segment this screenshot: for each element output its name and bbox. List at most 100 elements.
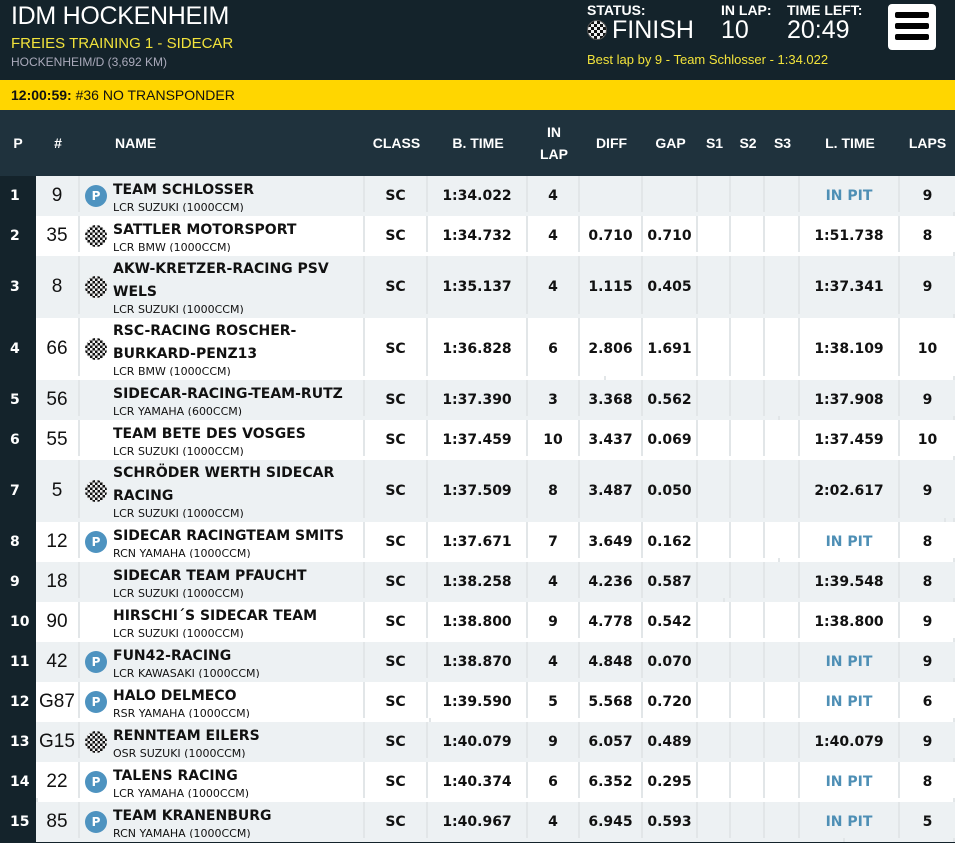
name-cell: SIDECAR-RACING-TEAM-RUTZ LCR YAMAHA (600C… <box>80 380 365 420</box>
name-cell: P TEAM KRANENBURG RCN YAMAHA (1000CCM) <box>80 802 365 842</box>
col-header-s2[interactable]: S2 <box>739 135 757 151</box>
col-header-best-time[interactable]: B. TIME <box>452 135 504 151</box>
progress-bar <box>36 376 606 380</box>
class: SC <box>365 380 428 420</box>
progress-bar <box>36 456 955 460</box>
track-info: HOCKENHEIM/D (3,692 KM) <box>11 55 168 69</box>
s1 <box>698 256 731 318</box>
s2 <box>731 460 765 522</box>
table-row[interactable]: 11 42 P FUN42-RACING LCR KAWASAKI (1000CCM) S… <box>0 642 955 682</box>
team-name: SATTLER MOTORSPORT <box>113 221 297 238</box>
table-row[interactable]: 4 66 RSC-RACING ROSCHER-BURKARD-PENZ13 LCR … <box>0 318 955 380</box>
alert-time: 12:00:59: <box>11 87 72 103</box>
s1 <box>698 802 731 842</box>
table-row[interactable]: 15 85 P TEAM KRANENBURG RCN YAMAHA (1000CCM)… <box>0 802 955 842</box>
table-row[interactable]: 13 G15 RENNTEAM EILERS OSR SUZUKI (1000CCM)… <box>0 722 955 762</box>
number: 22 <box>36 762 80 802</box>
table-row[interactable]: 3 8 AKW-KRETZER-RACING PSV WELS LCR SUZUKI … <box>0 256 955 318</box>
gap: 0.050 <box>643 460 698 522</box>
laps: 10 <box>900 318 955 380</box>
laps: 9 <box>900 722 955 762</box>
diff: 3.437 <box>580 420 643 460</box>
in-lap: 4 <box>528 216 580 256</box>
time-left-value: 20:49 <box>787 16 850 44</box>
table-row[interactable]: 1 9 P TEAM SCHLOSSER LCR SUZUKI (1000CCM) SC 1… <box>0 176 955 216</box>
in-lap-value: 10 <box>721 16 749 44</box>
gap: 0.562 <box>643 380 698 420</box>
s2 <box>731 318 765 380</box>
progress-bar <box>36 558 781 562</box>
diff: 3.649 <box>580 522 643 562</box>
number: 18 <box>36 562 80 602</box>
s2 <box>731 562 765 602</box>
header: IDM HOCKENHEIM FREIES TRAINING 1 - SIDEC… <box>0 0 955 80</box>
class: SC <box>365 318 428 380</box>
last-time: 1:39.548 <box>800 562 900 602</box>
progress-bar <box>36 838 845 842</box>
s2 <box>731 380 765 420</box>
s1 <box>698 420 731 460</box>
col-header-in-lap[interactable]: IN LAP <box>540 124 568 162</box>
position: 8 <box>0 522 36 562</box>
col-header-last-time[interactable]: L. TIME <box>825 135 875 151</box>
number: G87 <box>36 682 80 722</box>
pit-icon: P <box>85 811 107 833</box>
vehicle: LCR SUZUKI (1000CCM) <box>113 200 244 214</box>
col-header-p[interactable]: P <box>13 135 23 151</box>
s3 <box>765 802 800 842</box>
vehicle: LCR YAMAHA (600CCM) <box>113 404 243 418</box>
table-row[interactable]: 8 12 P SIDECAR RACINGTEAM SMITS RCN YAMAHA (… <box>0 522 955 562</box>
table-row[interactable]: 14 22 P TALENS RACING LCR YAMAHA (1000CCM) SC… <box>0 762 955 802</box>
col-header-laps[interactable]: LAPS <box>908 135 947 151</box>
s3 <box>765 722 800 762</box>
col-header-s1[interactable]: S1 <box>705 135 724 151</box>
s2 <box>731 256 765 318</box>
best-time: 1:37.390 <box>428 380 528 420</box>
s3 <box>765 562 800 602</box>
checkered-flag-icon <box>587 20 607 40</box>
last-time: 1:40.079 <box>800 722 900 762</box>
position: 11 <box>0 642 36 682</box>
menu-button[interactable] <box>888 4 936 50</box>
best-time: 1:36.828 <box>428 318 528 380</box>
table-row[interactable]: 2 35 SATTLER MOTORSPORT LCR BMW (1000CCM) SC… <box>0 216 955 256</box>
col-header-name[interactable]: NAME <box>115 135 157 151</box>
table-row[interactable]: 5 56 SIDECAR-RACING-TEAM-RUTZ LCR YAMAHA (6… <box>0 380 955 420</box>
class: SC <box>365 420 428 460</box>
s1 <box>698 380 731 420</box>
table-row[interactable]: 7 5 SCHRÖDER WERTH SIDECAR RACING LCR SUZUK… <box>0 460 955 522</box>
vehicle: LCR YAMAHA (1000CCM) <box>113 786 250 800</box>
laps: 10 <box>900 420 955 460</box>
checkered-flag-icon <box>85 338 107 360</box>
name-cell: AKW-KRETZER-RACING PSV WELS LCR SUZUKI (1… <box>80 256 365 318</box>
table-row[interactable]: 12 G87 P HALO DELMECO RSR YAMAHA (1000CCM) SC… <box>0 682 955 722</box>
position: 3 <box>0 256 36 318</box>
in-lap: 3 <box>528 380 580 420</box>
diff: 4.778 <box>580 602 643 642</box>
laps: 9 <box>900 380 955 420</box>
s2 <box>731 176 765 216</box>
progress-bar <box>36 678 955 682</box>
progress-bar <box>36 212 955 216</box>
vehicle: LCR SUZUKI (1000CCM) <box>113 303 244 316</box>
col-header-class[interactable]: CLASS <box>372 135 421 151</box>
col-header-diff[interactable]: DIFF <box>595 135 628 151</box>
diff: 6.352 <box>580 762 643 802</box>
blank-icon <box>85 389 107 411</box>
last-time: IN PIT <box>800 176 900 216</box>
col-header-s3[interactable]: S3 <box>773 135 792 151</box>
last-time: IN PIT <box>800 682 900 722</box>
position: 4 <box>0 318 36 380</box>
table-row[interactable]: 6 55 TEAM BETE DES VOSGES LCR SUZUKI (1000C… <box>0 420 955 460</box>
best-time: 1:34.732 <box>428 216 528 256</box>
blank-icon <box>85 611 107 633</box>
pit-icon: P <box>85 531 107 553</box>
table-row[interactable]: 9 18 SIDECAR TEAM PFAUCHT LCR SUZUKI (1000C… <box>0 562 955 602</box>
table-row[interactable]: 10 90 HIRSCHI´S SIDECAR TEAM LCR SUZUKI (10… <box>0 602 955 642</box>
class: SC <box>365 602 428 642</box>
col-header-gap[interactable]: GAP <box>655 135 686 151</box>
team-name: HALO DELMECO <box>113 687 237 704</box>
table-header: P # NAME CLASS B. TIME IN LAP DIFF GAP S1 S2 S3 L. … <box>0 110 955 176</box>
s3 <box>765 176 800 216</box>
col-header-number[interactable]: # <box>54 135 62 151</box>
